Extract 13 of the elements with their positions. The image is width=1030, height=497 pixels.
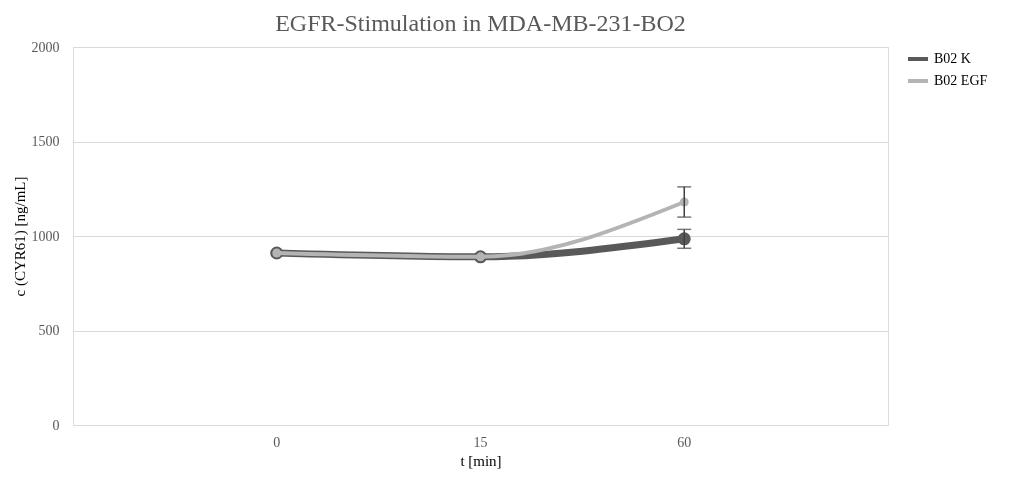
y-tick-label: 2000 — [31, 39, 60, 55]
legend-label: B02 K — [934, 51, 971, 66]
chart-title: EGFR-Stimulation in MDA-MB-231-BO2 — [275, 10, 686, 36]
y-tick-label: 1500 — [31, 134, 60, 149]
y-axis-title: c (CYR61) [ng/mL] — [11, 176, 29, 297]
x-tick-label: 15 — [473, 434, 488, 450]
x-axis-title: t [min] — [460, 452, 502, 469]
legend-label: B02 EGF — [934, 73, 988, 88]
y-tick-label: 1000 — [31, 228, 60, 244]
x-tick-label: 60 — [677, 434, 692, 450]
x-tick-label: 0 — [273, 434, 281, 450]
y-tick-label: 500 — [38, 323, 60, 338]
y-tick-label: 0 — [52, 417, 60, 433]
